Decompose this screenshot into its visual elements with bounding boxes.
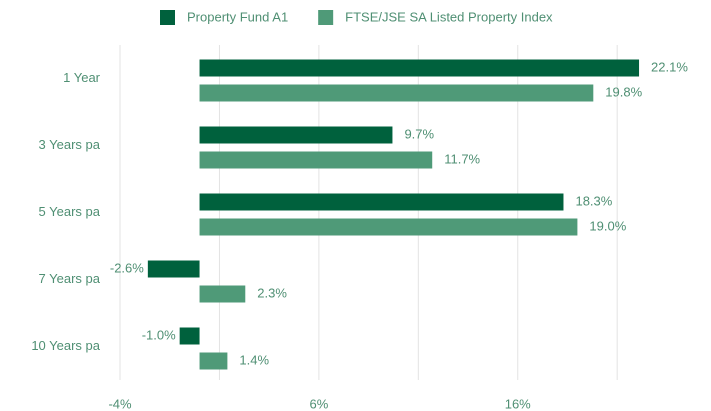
value-label: 19.0% xyxy=(589,218,626,233)
legend-label: Property Fund A1 xyxy=(187,9,288,24)
x-tick-label: 16% xyxy=(505,396,531,411)
value-label: 2.3% xyxy=(257,285,287,300)
value-label: 22.1% xyxy=(651,59,688,74)
bar xyxy=(199,59,640,77)
legend-label: FTSE/JSE SA Listed Property Index xyxy=(345,9,553,24)
x-tick-label: -4% xyxy=(108,396,132,411)
bar xyxy=(147,260,200,278)
y-tick-label: 7 Years pa xyxy=(39,271,101,286)
bar xyxy=(199,218,578,236)
value-label: 19.8% xyxy=(605,84,642,99)
bar xyxy=(199,84,594,102)
y-tick-label: 10 Years pa xyxy=(31,338,100,353)
y-tick-label: 1 Year xyxy=(63,70,101,85)
value-label: 9.7% xyxy=(404,126,434,141)
x-tick-label: 6% xyxy=(309,396,328,411)
bar xyxy=(199,126,393,144)
value-label: 1.4% xyxy=(239,352,269,367)
value-label: -2.6% xyxy=(110,260,144,275)
y-tick-label: 3 Years pa xyxy=(39,137,101,152)
bar xyxy=(179,327,200,345)
value-label: 18.3% xyxy=(575,193,612,208)
y-tick-label: 5 Years pa xyxy=(39,204,101,219)
legend-swatch xyxy=(160,10,175,25)
bar xyxy=(199,285,246,303)
value-label: 11.7% xyxy=(444,151,480,166)
bar xyxy=(199,151,433,169)
bar xyxy=(199,193,564,211)
bar xyxy=(199,352,228,370)
value-label: -1.0% xyxy=(142,327,176,342)
legend-swatch xyxy=(318,10,334,25)
